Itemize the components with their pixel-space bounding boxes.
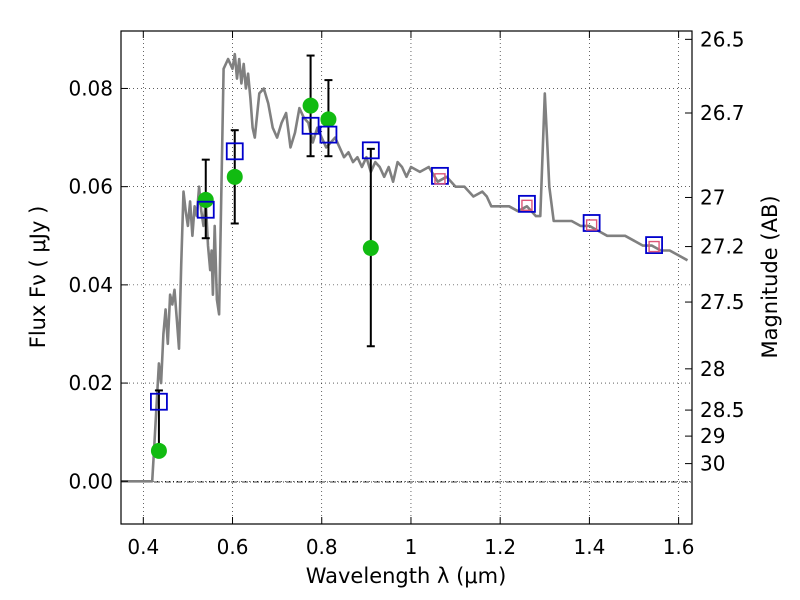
y2-tick-label: 27.2	[700, 235, 745, 259]
nir-square	[434, 173, 446, 185]
error-bars	[154, 54, 375, 452]
x-tick-label: 0.8	[306, 535, 338, 559]
model-square	[582, 214, 601, 232]
x-tick-label: 1	[405, 535, 418, 559]
observed-point	[197, 191, 214, 208]
model-square	[645, 236, 663, 254]
grid-lines	[121, 31, 692, 524]
y-tick-label: 0.04	[68, 273, 113, 297]
model-square	[319, 125, 338, 144]
model-square	[196, 200, 215, 219]
model-sed-line	[121, 52, 689, 483]
nir-square	[521, 199, 533, 212]
y-tick-label: 0.02	[68, 371, 113, 395]
x-tick-label: 0.4	[127, 535, 159, 559]
y2-tick-label: 27	[700, 185, 725, 209]
y2-tick-label: 29	[700, 424, 725, 448]
model-square	[361, 141, 380, 160]
model-sed-series	[121, 52, 689, 483]
model-square	[518, 194, 536, 213]
y2-axis-label: Magnitude (AB)	[758, 195, 782, 358]
observed-point	[302, 97, 319, 114]
plot-frame	[120, 30, 693, 525]
y-tick-label: 0.06	[68, 175, 113, 199]
y2-axis-ticks: 26.5 26.7 27 27.2 27.5 28 28.529 30	[685, 27, 745, 476]
y2-tick-label: 28.5	[700, 398, 745, 422]
nir-square	[648, 240, 660, 253]
observed-points	[150, 97, 379, 459]
x-axis-label: Wavelength λ (μm)	[306, 564, 507, 588]
y2-tick-label: 26.5	[700, 27, 745, 51]
y-axis-label: Flux Fν ( μJy )	[26, 206, 50, 349]
model-squares	[150, 116, 663, 411]
model-square	[225, 142, 244, 161]
observed-point	[150, 442, 167, 459]
observed-point	[362, 240, 379, 257]
y2-tick-label: 26.7	[700, 101, 745, 125]
observed-point	[320, 111, 337, 128]
y-tick-label: 0.08	[68, 76, 113, 100]
model-square	[301, 116, 320, 135]
y-axis-ticks: 0.00 0.02 0.04 0.06 0.08	[68, 76, 128, 493]
y2-tick-label: 30	[700, 452, 725, 476]
x-tick-label: 1.6	[663, 535, 695, 559]
y2-tick-label: 27.5	[700, 290, 745, 314]
x-tick-label: 1.2	[484, 535, 516, 559]
nir-square	[585, 219, 598, 231]
y-tick-label: 0.00	[68, 469, 113, 493]
observed-point	[226, 168, 243, 185]
x-tick-label: 0.6	[217, 535, 249, 559]
y2-tick-label: 28	[700, 357, 725, 381]
model-square	[150, 392, 168, 411]
x-tick-label: 1.4	[573, 535, 605, 559]
x-axis-ticks: 0.4 0.6 0.8 1 1.2 1.4 1.6	[127, 31, 695, 559]
nir-squares	[434, 173, 660, 253]
